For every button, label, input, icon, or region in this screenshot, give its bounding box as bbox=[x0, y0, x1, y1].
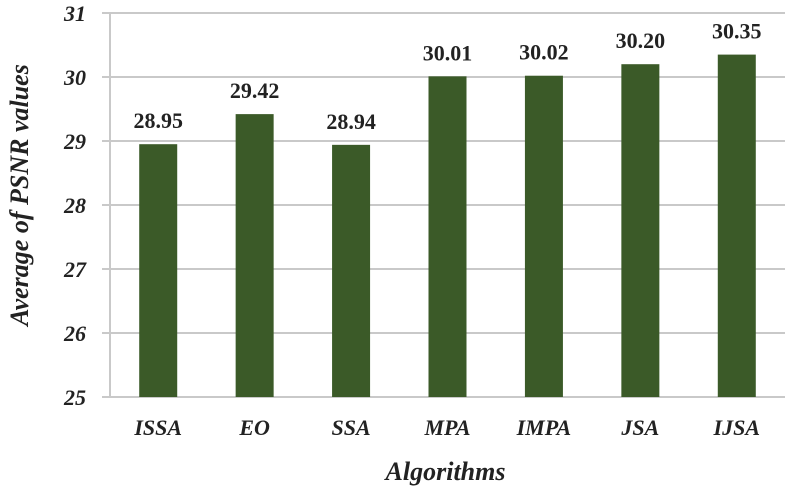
bar-mpa bbox=[428, 76, 467, 398]
x-tick-label: MPA bbox=[423, 415, 470, 440]
x-tick-label: EO bbox=[238, 415, 270, 440]
bar-eo bbox=[235, 114, 274, 398]
data-label: 28.94 bbox=[326, 109, 376, 134]
data-label: 29.42 bbox=[230, 78, 280, 103]
y-tick-label: 30 bbox=[63, 65, 86, 90]
x-tick-labels: ISSA EO SSA MPA IMPA JSA IJSA bbox=[133, 415, 760, 440]
x-tick-label: IMPA bbox=[516, 415, 572, 440]
x-tick-label: ISSA bbox=[133, 415, 182, 440]
y-tick-label: 29 bbox=[63, 129, 86, 154]
y-tick-label: 31 bbox=[63, 1, 86, 26]
data-label: 30.02 bbox=[519, 40, 569, 65]
y-tick-label: 26 bbox=[63, 321, 86, 346]
data-label: 28.95 bbox=[133, 108, 183, 133]
x-axis-title: Algorithms bbox=[384, 457, 506, 486]
bar-ijsa bbox=[717, 54, 756, 397]
bar-impa bbox=[524, 75, 563, 397]
data-label: 30.01 bbox=[423, 40, 473, 65]
y-axis-title: Average of PSNR values bbox=[5, 64, 34, 328]
y-tick-label: 28 bbox=[63, 193, 86, 218]
y-tick-label: 25 bbox=[63, 385, 86, 410]
data-label: 30.20 bbox=[616, 28, 666, 53]
bars bbox=[139, 54, 756, 398]
data-labels: 28.95 29.42 28.94 30.01 30.02 30.20 30.35 bbox=[133, 19, 761, 134]
axes bbox=[102, 12, 111, 398]
x-tick-label: IJSA bbox=[713, 415, 760, 440]
x-tick-label: SSA bbox=[331, 415, 370, 440]
data-label: 30.35 bbox=[712, 19, 762, 44]
y-tick-labels: 25 26 27 28 29 30 31 bbox=[63, 1, 87, 410]
bar-jsa bbox=[621, 64, 660, 397]
bar-issa bbox=[139, 144, 178, 397]
x-tick-label: JSA bbox=[620, 415, 659, 440]
y-tick-label: 27 bbox=[63, 257, 87, 282]
bar-ssa bbox=[332, 144, 371, 397]
